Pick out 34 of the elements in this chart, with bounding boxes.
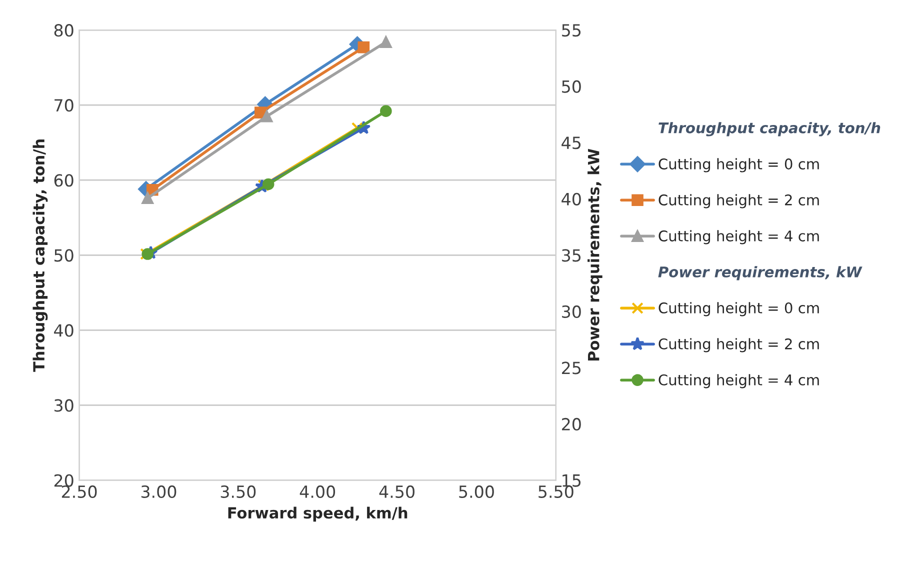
y2-tick-label: 30 <box>562 305 581 318</box>
x-tick-label: 3.50 <box>220 485 256 498</box>
y-tick-label: 20 <box>54 474 74 487</box>
text: Power requirements, kW <box>658 266 862 280</box>
y2-tick-label: 25 <box>562 362 581 374</box>
x-tick-label: 5.50 <box>538 485 574 498</box>
x-tick-label: 5.00 <box>459 485 494 498</box>
y-tick-label: 30 <box>54 399 74 412</box>
x-tick-label: 2.50 <box>62 485 97 498</box>
x-tick-label: 4.50 <box>379 485 414 498</box>
y-tick-label: 60 <box>54 174 74 187</box>
y2-tick-label: 50 <box>562 80 581 93</box>
x-axis-title: Forward speed, km/h <box>228 506 408 522</box>
y-tick-label: 40 <box>54 324 74 337</box>
y-axis-title: Throughput capacity, ton/h <box>32 140 48 372</box>
x-tick-label: 4.00 <box>300 485 336 498</box>
legend-label: Cutting height = 0 cm <box>658 158 819 172</box>
legend-label: Cutting height = 4 cm <box>658 230 819 244</box>
y2-tick-label: 20 <box>562 418 581 431</box>
legend-label: Cutting height = 0 cm <box>658 302 819 316</box>
y-tick-label: 50 <box>54 249 74 262</box>
legend-label: Cutting height = 2 cm <box>658 338 819 352</box>
y2-tick-label: 55 <box>562 24 581 37</box>
y2-axis-title: Power requirements, kW <box>588 148 602 361</box>
y-tick-label: 70 <box>54 99 74 112</box>
x-tick-label: 3.00 <box>141 485 176 498</box>
text: Throughput capacity, ton/h <box>658 122 880 136</box>
y2-tick-label: 15 <box>562 474 581 487</box>
y2-tick-label: 35 <box>562 249 581 262</box>
y2-tick-label: 45 <box>562 136 581 150</box>
legend-label: Cutting height = 2 cm <box>658 194 819 208</box>
y2-tick-label: 40 <box>562 192 581 206</box>
y-tick-label: 80 <box>54 24 74 37</box>
legend-label: Cutting height = 4 cm <box>658 374 819 388</box>
